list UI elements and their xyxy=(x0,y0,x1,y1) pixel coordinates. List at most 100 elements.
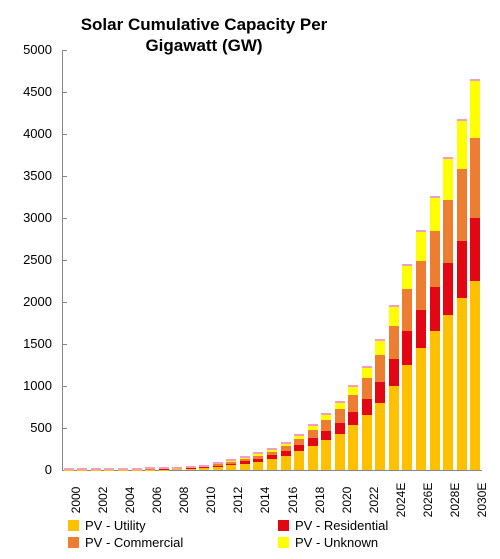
bar-segment xyxy=(443,159,453,199)
x-tick-label: 2016 xyxy=(286,487,300,514)
legend-swatch xyxy=(278,520,289,531)
stacked-bar xyxy=(77,468,87,470)
bar-segment xyxy=(470,138,480,218)
y-tick-label: 5000 xyxy=(2,42,52,57)
bar-column xyxy=(225,459,239,470)
y-tick-label: 1500 xyxy=(2,336,52,351)
stacked-bar xyxy=(389,305,399,470)
bar-column xyxy=(292,434,306,470)
y-tick-label: 1000 xyxy=(2,378,52,393)
y-tick-label: 0 xyxy=(2,462,52,477)
bar-segment xyxy=(457,169,467,240)
bar-segment xyxy=(430,198,440,232)
y-tick-label: 4000 xyxy=(2,126,52,141)
bar-segment xyxy=(348,412,358,426)
x-tick-label: 2026E xyxy=(421,483,435,518)
legend-swatch xyxy=(68,537,79,548)
bar-column xyxy=(89,468,103,470)
bar-column xyxy=(197,465,211,470)
bar-segment xyxy=(335,409,345,422)
bar-segment xyxy=(362,368,372,378)
stacked-bar xyxy=(443,157,453,470)
x-tick-label: 2002 xyxy=(96,487,110,514)
bar-segment xyxy=(172,469,182,470)
legend-swatch xyxy=(278,537,289,548)
x-tick-label: 2024E xyxy=(394,483,408,518)
legend-label: PV - Commercial xyxy=(85,535,183,550)
bar-segment xyxy=(362,415,372,470)
bar-segment xyxy=(321,420,331,431)
bar-column xyxy=(455,119,469,470)
bar-segment xyxy=(375,382,385,403)
y-tick-label: 4500 xyxy=(2,84,52,99)
legend: PV - UtilityPV - ResidentialPV - Commerc… xyxy=(68,518,488,552)
x-axis-line xyxy=(62,470,482,471)
bar-column xyxy=(170,467,184,470)
bars-group xyxy=(62,50,482,470)
bar-segment xyxy=(308,446,318,470)
bar-column xyxy=(157,467,171,470)
bar-segment xyxy=(402,365,412,470)
bar-segment xyxy=(416,348,426,470)
bar-column xyxy=(374,339,388,470)
bar-segment xyxy=(375,341,385,355)
stacked-bar xyxy=(104,468,114,470)
bar-column xyxy=(103,468,117,470)
bar-segment xyxy=(389,326,399,360)
bar-segment xyxy=(294,439,304,446)
y-tick-label: 3000 xyxy=(2,210,52,225)
bar-segment xyxy=(389,386,399,470)
bar-column xyxy=(76,468,90,470)
stacked-bar xyxy=(199,465,209,470)
bar-column xyxy=(333,401,347,470)
bar-column xyxy=(265,448,279,470)
legend-label: PV - Unknown xyxy=(295,535,378,550)
bar-segment xyxy=(348,425,358,470)
bar-column xyxy=(414,230,428,470)
bar-column xyxy=(279,442,293,470)
bar-segment xyxy=(457,298,467,470)
y-tick-label: 2000 xyxy=(2,294,52,309)
x-tick-label: 2008 xyxy=(177,487,191,514)
stacked-bar xyxy=(172,467,182,470)
stacked-bar xyxy=(253,452,263,470)
x-tick-label: 2000 xyxy=(69,487,83,514)
bar-column xyxy=(238,456,252,470)
bar-segment xyxy=(308,438,318,446)
bar-segment xyxy=(335,423,345,434)
chart-container: Solar Cumulative Capacity Per Gigawatt (… xyxy=(0,0,500,559)
bar-segment xyxy=(348,387,358,395)
legend-item: PV - Unknown xyxy=(278,535,488,550)
stacked-bar xyxy=(308,424,318,470)
bar-segment xyxy=(199,468,209,470)
x-tick-label: 2006 xyxy=(150,487,164,514)
stacked-bar xyxy=(226,459,236,470)
bar-segment xyxy=(457,121,467,170)
bar-segment xyxy=(253,462,263,470)
stacked-bar xyxy=(240,456,250,470)
bar-segment xyxy=(443,315,453,470)
y-tick-label: 2500 xyxy=(2,252,52,267)
bar-segment xyxy=(430,287,440,332)
bar-segment xyxy=(375,355,385,382)
legend-swatch xyxy=(68,520,79,531)
bar-segment xyxy=(335,434,345,470)
bar-segment xyxy=(375,403,385,470)
bar-segment xyxy=(430,331,440,470)
stacked-bar xyxy=(416,230,426,470)
bar-column xyxy=(346,385,360,470)
stacked-bar xyxy=(91,468,101,470)
bar-column xyxy=(130,468,144,470)
x-tick-label: 2012 xyxy=(231,487,245,514)
legend-label: PV - Residential xyxy=(295,518,388,533)
bar-segment xyxy=(470,281,480,470)
bar-segment xyxy=(308,430,318,438)
x-tick-label: 2030E xyxy=(475,483,489,518)
x-tick-label: 2004 xyxy=(123,487,137,514)
bar-segment xyxy=(362,399,372,416)
y-tick-mark xyxy=(62,470,67,471)
bar-column xyxy=(401,264,415,470)
y-tick-label: 3500 xyxy=(2,168,52,183)
stacked-bar xyxy=(267,448,277,470)
bar-column xyxy=(252,452,266,470)
